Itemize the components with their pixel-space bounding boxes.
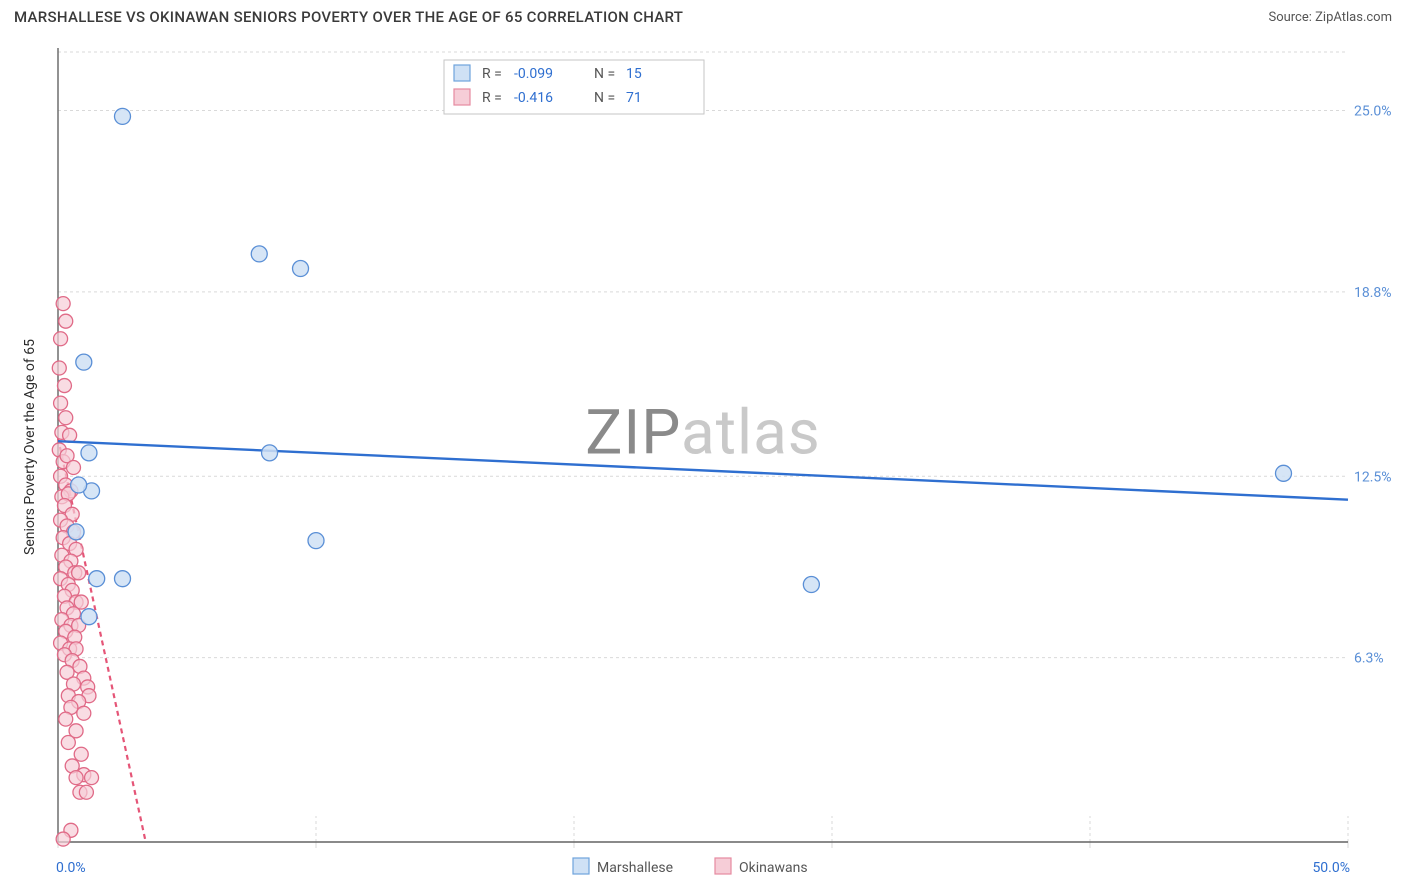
data-point <box>803 577 819 593</box>
data-point <box>74 747 88 761</box>
data-point <box>77 706 91 720</box>
y-tick-label: 25.0% <box>1354 104 1392 120</box>
legend-series-label: Marshallese <box>597 860 673 876</box>
data-point <box>56 832 70 846</box>
data-point <box>69 771 83 785</box>
data-point <box>59 712 73 726</box>
x-tick-label: 0.0% <box>56 860 86 876</box>
legend-n-label: N = <box>594 66 615 82</box>
data-point <box>85 771 99 785</box>
data-point <box>308 533 324 549</box>
chart-title: MARSHALLESE VS OKINAWAN SENIORS POVERTY … <box>14 8 683 26</box>
legend-swatch <box>573 858 589 874</box>
data-point <box>81 609 97 625</box>
legend-n-value: 71 <box>626 90 642 106</box>
legend-r-label: R = <box>482 66 502 82</box>
y-tick-label: 12.5% <box>1354 469 1392 485</box>
legend-swatch <box>715 858 731 874</box>
x-tick-label: 50.0% <box>1312 860 1350 876</box>
y-tick-label: 18.8% <box>1354 285 1392 301</box>
data-point <box>56 297 70 311</box>
data-point <box>52 361 66 375</box>
data-point <box>72 566 86 580</box>
data-point <box>89 571 105 587</box>
chart-source: Source: ZipAtlas.com <box>1268 10 1392 25</box>
data-point <box>66 460 80 474</box>
legend-swatch <box>454 65 470 81</box>
legend-series-label: Okinawans <box>739 860 808 876</box>
data-point <box>54 396 68 410</box>
data-point <box>115 571 131 587</box>
y-tick-label: 6.3% <box>1354 651 1384 667</box>
data-point <box>54 332 68 346</box>
legend-r-value: -0.099 <box>514 66 553 82</box>
legend-r-value: -0.416 <box>514 90 553 106</box>
chart-container: 6.3% 12.5% 18.8% 25.0% 0.0% 50.0% Seniors Pove… <box>12 36 1394 880</box>
legend-swatch <box>454 89 470 105</box>
data-point <box>61 736 75 750</box>
data-point <box>262 445 278 461</box>
legend-r-label: R = <box>482 90 502 106</box>
chart-header: MARSHALLESE VS OKINAWAN SENIORS POVERTY … <box>0 0 1406 30</box>
data-point <box>59 314 73 328</box>
data-point <box>59 411 73 425</box>
data-point <box>81 445 97 461</box>
data-point <box>57 379 71 393</box>
data-point <box>251 246 267 262</box>
data-point <box>76 354 92 370</box>
legend-n-label: N = <box>594 90 615 106</box>
data-point <box>71 477 87 493</box>
data-point <box>63 428 77 442</box>
data-point <box>79 785 93 799</box>
legend-n-value: 15 <box>626 66 642 82</box>
correlation-scatter-chart: 6.3% 12.5% 18.8% 25.0% 0.0% 50.0% Seniors Pove… <box>12 36 1394 880</box>
data-point <box>293 261 309 277</box>
data-point <box>115 108 131 124</box>
data-point <box>68 524 84 540</box>
data-point <box>1276 465 1292 481</box>
y-axis-label: Seniors Poverty Over the Age of 65 <box>22 339 38 555</box>
